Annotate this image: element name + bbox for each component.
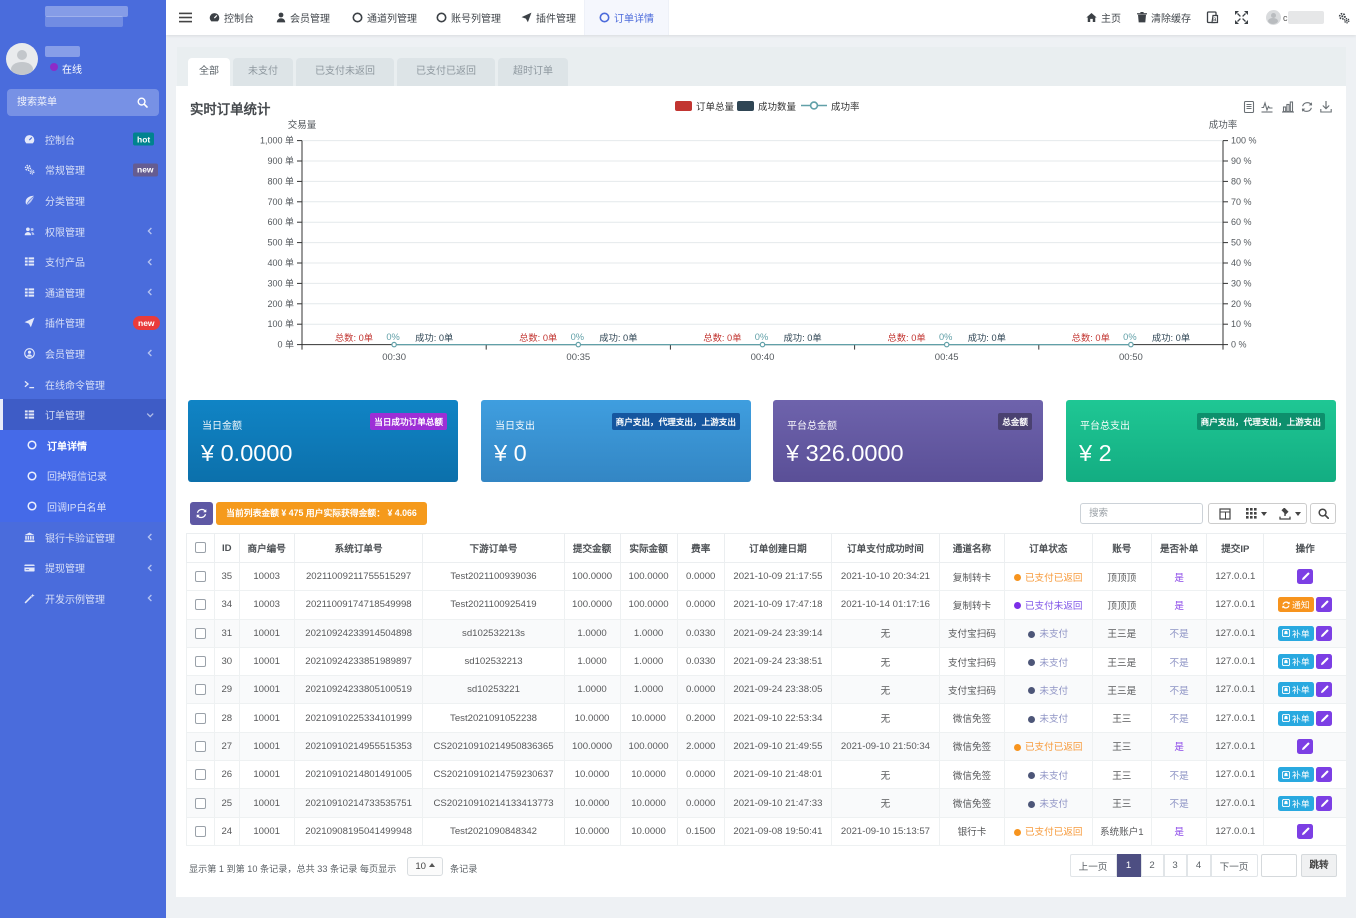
svg-text:700 单: 700 单	[267, 196, 294, 207]
svg-text:0%: 0%	[939, 332, 952, 342]
svg-text:500 单: 500 单	[267, 237, 294, 248]
svg-text:00:50: 00:50	[1119, 352, 1143, 363]
svg-text:1,000 单: 1,000 单	[260, 135, 294, 146]
svg-text:100 单: 100 单	[267, 318, 294, 329]
svg-text:成功率: 成功率	[1209, 119, 1238, 131]
svg-text:总数: 0单: 总数: 0单	[887, 332, 925, 343]
svg-text:400 单: 400 单	[267, 257, 294, 268]
svg-text:00:35: 00:35	[566, 352, 590, 363]
svg-text:0%: 0%	[386, 332, 399, 342]
svg-text:30 %: 30 %	[1231, 278, 1252, 288]
svg-text:50 %: 50 %	[1231, 238, 1252, 248]
svg-text:总数: 0单: 总数: 0单	[1072, 332, 1110, 343]
svg-text:0%: 0%	[755, 332, 768, 342]
svg-text:60 %: 60 %	[1231, 217, 1252, 227]
svg-text:200 单: 200 单	[267, 298, 294, 309]
svg-text:900 单: 900 单	[267, 155, 294, 166]
svg-text:0%: 0%	[1123, 332, 1136, 342]
svg-text:总数: 0单: 总数: 0单	[335, 332, 373, 343]
svg-text:00:40: 00:40	[751, 352, 775, 363]
svg-text:00:45: 00:45	[935, 352, 959, 363]
svg-text:80 %: 80 %	[1231, 176, 1252, 186]
svg-text:成功: 0单: 成功: 0单	[599, 332, 637, 343]
svg-text:成功: 0单: 成功: 0单	[968, 332, 1006, 343]
svg-text:总数: 0单: 总数: 0单	[519, 332, 557, 343]
svg-text:40 %: 40 %	[1231, 258, 1252, 268]
svg-text:800 单: 800 单	[267, 175, 294, 186]
svg-text:总数: 0单: 总数: 0单	[703, 332, 741, 343]
svg-text:0 单: 0 单	[277, 339, 294, 350]
svg-text:成功: 0单: 成功: 0单	[784, 332, 822, 343]
svg-text:90 %: 90 %	[1231, 156, 1252, 166]
svg-text:600 单: 600 单	[267, 216, 294, 227]
svg-text:0%: 0%	[571, 332, 584, 342]
svg-text:300 单: 300 单	[267, 277, 294, 288]
svg-text:10 %: 10 %	[1231, 319, 1252, 329]
svg-text:交易量: 交易量	[288, 119, 317, 131]
svg-text:20 %: 20 %	[1231, 299, 1252, 309]
svg-text:70 %: 70 %	[1231, 197, 1252, 207]
svg-text:100 %: 100 %	[1231, 136, 1257, 146]
svg-text:a: a	[1213, 17, 1217, 23]
svg-text:成功: 0单: 成功: 0单	[1152, 332, 1190, 343]
svg-text:成功: 0单: 成功: 0单	[415, 332, 453, 343]
svg-text:00:30: 00:30	[382, 352, 406, 363]
svg-text:0 %: 0 %	[1231, 340, 1247, 350]
